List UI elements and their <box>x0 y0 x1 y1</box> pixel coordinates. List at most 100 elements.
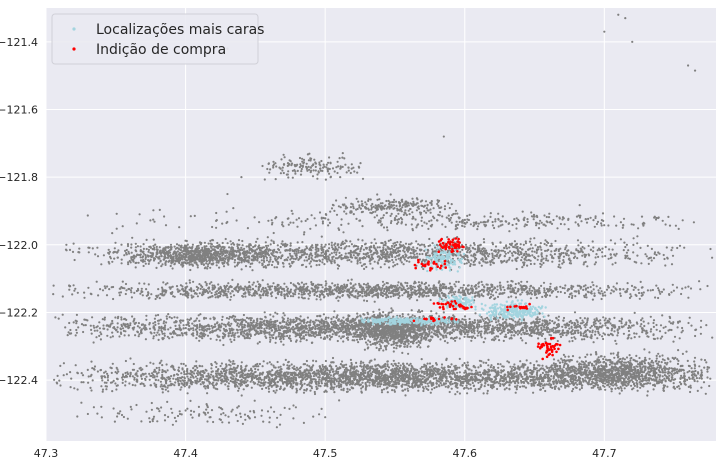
data-point <box>280 368 283 371</box>
data-point <box>335 368 339 371</box>
data-point <box>662 326 665 329</box>
data-point <box>358 338 362 341</box>
data-point <box>508 377 512 380</box>
data-point <box>111 390 114 393</box>
data-point <box>244 381 247 384</box>
data-point <box>277 335 280 338</box>
data-point <box>136 379 139 382</box>
data-point <box>212 376 215 379</box>
data-point <box>164 324 167 327</box>
data-point <box>240 383 243 386</box>
data-point <box>198 365 201 368</box>
data-point <box>215 383 218 386</box>
data-point <box>352 335 355 338</box>
data-point <box>158 326 161 329</box>
data-point <box>575 319 578 322</box>
data-point <box>149 361 152 364</box>
data-point <box>521 377 525 381</box>
data-point <box>312 359 315 362</box>
data-point <box>192 327 195 330</box>
data-point <box>546 380 550 383</box>
data-point <box>148 327 152 330</box>
data-point <box>496 387 499 391</box>
data-point <box>479 373 483 376</box>
data-point <box>402 374 405 377</box>
data-point <box>652 319 656 322</box>
data-point <box>240 394 243 397</box>
data-point <box>538 333 541 336</box>
data-point <box>370 359 373 362</box>
data-point <box>75 313 78 316</box>
data-point <box>545 383 548 386</box>
data-point <box>154 321 157 324</box>
data-point <box>467 364 470 367</box>
data-point <box>466 392 469 395</box>
data-point <box>289 320 292 323</box>
data-point <box>220 370 223 373</box>
data-point <box>106 376 109 379</box>
data-point <box>258 362 261 366</box>
data-point <box>131 375 134 378</box>
data-point <box>501 318 504 321</box>
data-point <box>345 384 348 387</box>
data-point <box>454 379 457 382</box>
data-point <box>430 310 433 313</box>
data-point <box>571 390 574 393</box>
data-point <box>69 371 72 374</box>
data-point <box>363 374 366 377</box>
data-point <box>501 327 505 330</box>
data-point <box>349 381 352 384</box>
data-point <box>343 368 346 372</box>
data-point <box>516 333 520 336</box>
data-point <box>440 384 443 387</box>
data-point <box>404 394 407 397</box>
data-point <box>493 381 496 384</box>
data-point <box>303 369 306 372</box>
data-point <box>141 368 144 371</box>
data-point <box>424 385 427 388</box>
data-point <box>430 331 433 334</box>
data-point <box>532 391 535 394</box>
data-point <box>246 375 249 378</box>
data-point <box>261 371 265 374</box>
data-point <box>474 377 477 380</box>
data-point <box>355 361 358 364</box>
data-point <box>621 326 624 329</box>
data-point <box>160 383 163 386</box>
data-point <box>340 383 343 386</box>
data-point <box>251 378 254 381</box>
data-point <box>164 388 167 391</box>
data-point <box>448 390 451 394</box>
data-point <box>544 389 547 393</box>
data-point <box>250 322 253 325</box>
data-point <box>330 317 333 320</box>
data-point <box>630 384 633 387</box>
data-point <box>217 377 220 380</box>
data-point <box>458 366 461 369</box>
data-point <box>309 324 312 327</box>
data-point <box>365 384 368 387</box>
data-point <box>81 374 85 377</box>
data-point <box>89 386 92 389</box>
data-point <box>240 366 243 369</box>
data-point <box>449 375 452 378</box>
data-point <box>158 368 161 372</box>
data-point <box>479 386 482 389</box>
data-point <box>186 375 189 378</box>
data-point <box>536 318 539 321</box>
data-point <box>633 336 636 339</box>
data-point <box>258 340 261 344</box>
data-point <box>249 369 253 372</box>
data-point <box>647 322 650 325</box>
data-point <box>462 382 465 385</box>
data-point <box>98 327 101 330</box>
data-point <box>327 316 330 319</box>
data-point <box>482 392 485 395</box>
data-point <box>435 385 438 389</box>
data-point <box>307 375 310 379</box>
data-point <box>317 372 321 376</box>
data-point <box>192 367 195 370</box>
data-point <box>313 392 317 396</box>
data-point <box>106 372 109 375</box>
data-point <box>153 317 156 320</box>
